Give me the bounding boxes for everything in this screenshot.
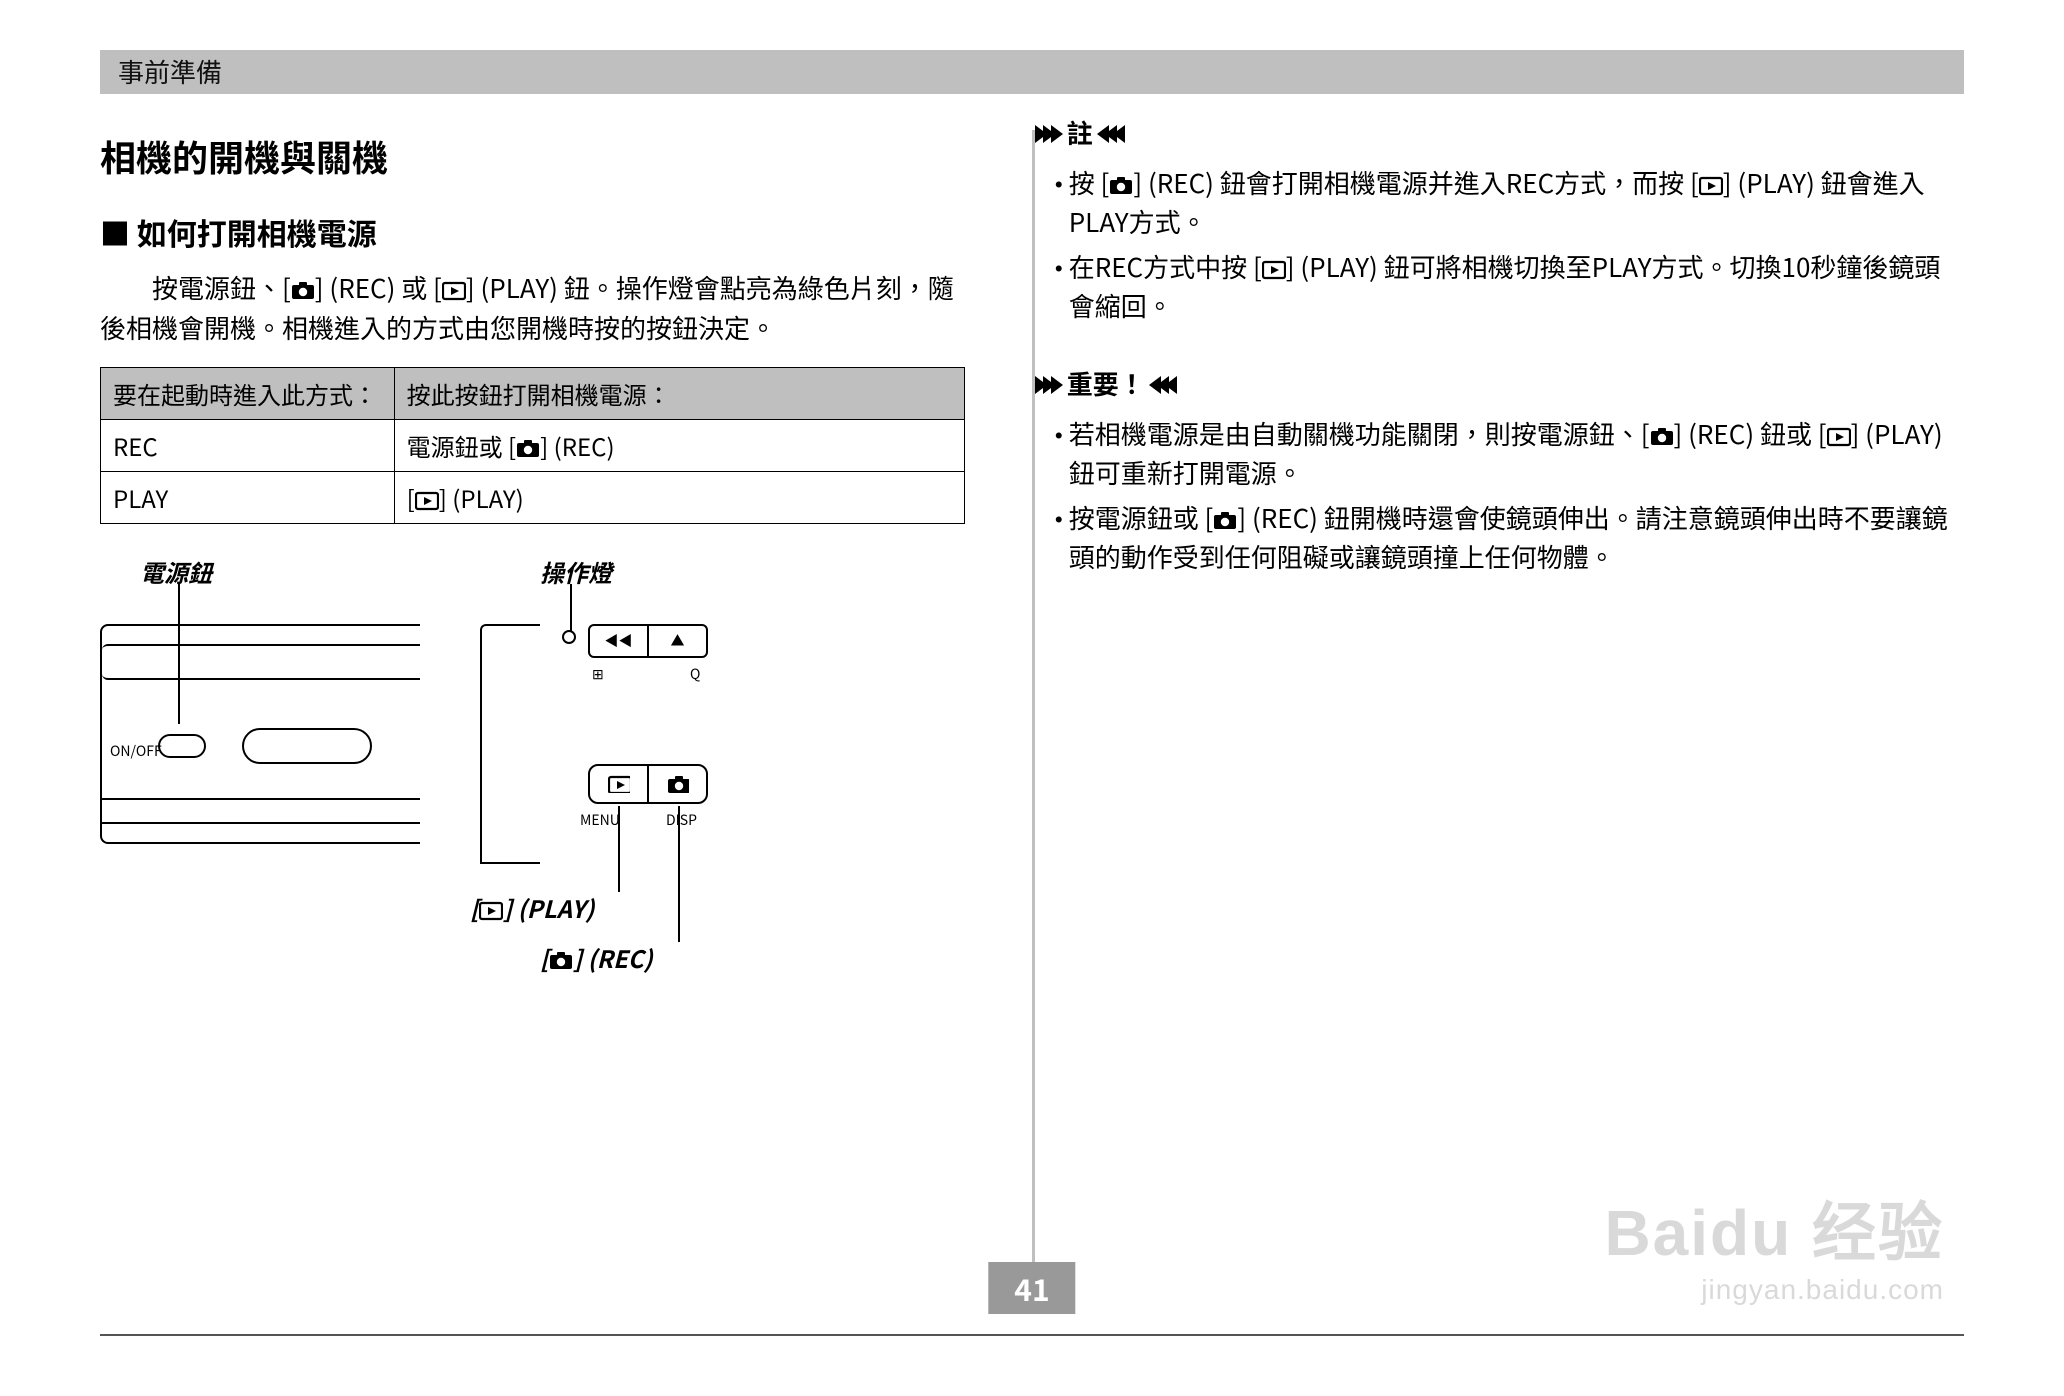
list-item: 在REC方式中按 [] (PLAY) 鈕可將相機切換至PLAY方式。切換10秒鐘… [1069,247,1964,325]
triangle-right-icon [1035,365,1059,402]
button-cell: 電源鈕或 [] (REC) [394,419,964,471]
camera-icon [1109,176,1133,196]
play-icon [590,766,649,802]
triangle-left-icon [1101,114,1125,151]
rec-button-label: [] (REC) [540,940,653,975]
mode-cell: REC [101,419,395,471]
triangle-left-icon [1153,365,1177,402]
table-row: REC 電源鈕或 [] (REC) [101,419,965,471]
list-item: 按 [] (REC) 鈕會打開相機電源并進入REC方式，而按 [] (PLAY)… [1069,163,1964,241]
list-item: 按電源鈕或 [] (REC) 鈕開機時還會使鏡頭伸出。請注意鏡頭伸出時不要讓鏡頭… [1069,498,1964,576]
important-heading: 重要！ [1035,365,1964,402]
play-icon [415,491,439,511]
play-icon [442,281,466,301]
shutter-button-shape [242,728,372,764]
operation-lamp [562,630,576,644]
page-title: 相機的開機與關機 [100,130,965,182]
intro-paragraph: 按電源鈕、[] (REC) 或 [] (PLAY) 鈕。操作燈會點亮為綠色片刻，… [100,268,965,349]
play-icon [1827,427,1851,447]
play-button-label: [] (PLAY) [470,890,594,925]
power-button-shape [158,734,206,758]
play-icon [1699,176,1723,196]
magnify-icon: Q [690,664,700,684]
camera-icon [1213,511,1237,531]
section-header: 事前準備 [100,50,1964,94]
list-item: 若相機電源是由自動關機功能關閉，則按電源鈕、[] (REC) 鈕或 [] (PL… [1069,414,1964,492]
rec-play-buttons [588,764,708,804]
disp-text: DISP [666,810,697,830]
camera-back-view: ◀◀ ▲ ⊞ Q MENU DISP [480,624,810,864]
camera-icon [1650,427,1674,447]
leader-line [678,806,680,942]
leader-line [618,806,620,892]
grid-icon: ⊞ [592,664,604,684]
camera-diagram: 電源鈕 操作燈 ON/OFF ◀◀ ▲ [100,554,965,974]
right-column: 註 按 [] (REC) 鈕會打開相機電源并進入REC方式，而按 [] (PLA… [995,114,1964,1288]
camera-top-view: ON/OFF [100,624,420,844]
manual-page: 事前準備 相機的開機與關機 如何打開相機電源 按電源鈕、[] (REC) 或 [… [100,50,1964,1336]
mode-table: 要在起動時進入此方式： 按此按鈕打開相機電源： REC 電源鈕或 [] (REC… [100,367,965,524]
zoom-wide-icon: ◀◀ [590,626,649,656]
camera-icon [649,766,706,802]
menu-text: MENU [580,810,620,830]
left-column: 相機的開機與關機 如何打開相機電源 按電源鈕、[] (REC) 或 [] (PL… [100,114,995,1288]
play-icon [1262,260,1286,280]
zoom-tele-icon: ▲ [649,626,706,656]
camera-icon [516,439,540,459]
lamp-label: 操作燈 [540,554,612,589]
triangle-right-icon [1035,114,1059,151]
table-head-button: 按此按鈕打開相機電源： [394,367,964,419]
note-list: 按 [] (REC) 鈕會打開相機電源并進入REC方式，而按 [] (PLAY)… [1035,163,1964,325]
page-number: 41 [988,1262,1075,1314]
table-row: PLAY [] (PLAY) [101,471,965,523]
note-heading: 註 [1035,114,1964,151]
table-head-mode: 要在起動時進入此方式： [101,367,395,419]
camera-icon [291,281,315,301]
subsection-title: 如何打開相機電源 [100,210,965,254]
power-button-label: 電源鈕 [140,554,212,589]
button-cell: [] (PLAY) [394,471,964,523]
onoff-text: ON/OFF [110,741,162,761]
mode-cell: PLAY [101,471,395,523]
zoom-rocker: ◀◀ ▲ [588,624,708,658]
important-list: 若相機電源是由自動關機功能關閉，則按電源鈕、[] (REC) 鈕或 [] (PL… [1035,414,1964,576]
